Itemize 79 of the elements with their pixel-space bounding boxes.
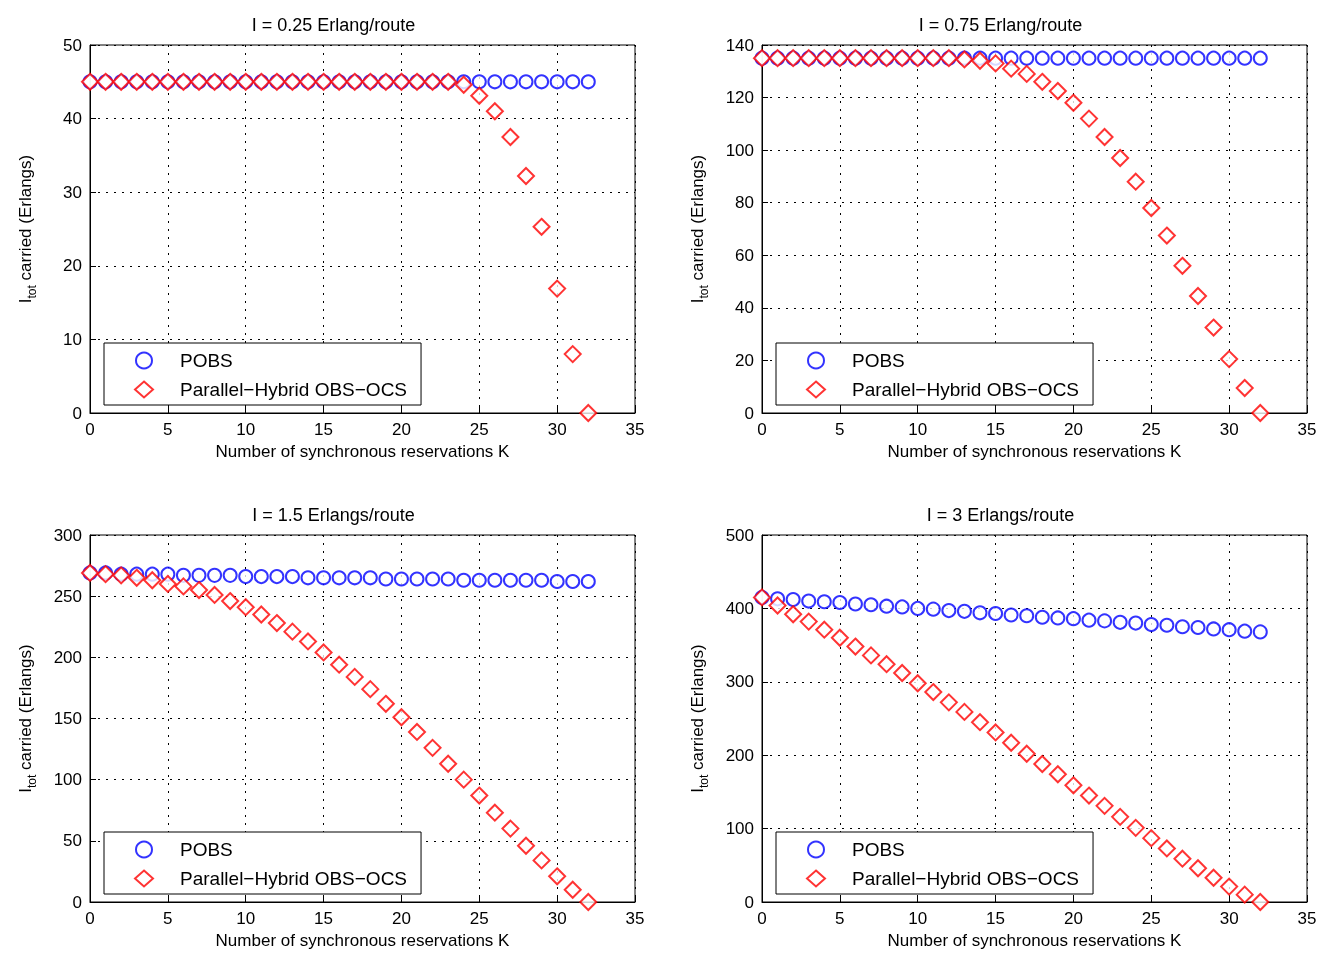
legend-label: Parallel−Hybrid OBS−OCS <box>852 379 1080 400</box>
x-tick-label: 20 <box>391 420 411 439</box>
x-tick-label: 5 <box>163 909 173 928</box>
chart-title: I = 1.5 Erlangs/route <box>252 505 415 525</box>
x-tick-label: 35 <box>625 420 645 439</box>
x-tick-label: 5 <box>835 909 845 928</box>
legend-label: POBS <box>180 350 233 371</box>
x-tick-label: 5 <box>835 420 845 439</box>
y-tick-label: 10 <box>63 329 82 349</box>
x-tick-label: 0 <box>85 909 95 928</box>
x-tick-label: 30 <box>547 420 567 439</box>
x-tick-label: 25 <box>469 420 489 439</box>
y-tick-label: 80 <box>735 193 754 213</box>
x-axis-title: Number of synchronous reservations K <box>215 441 511 461</box>
y-tick-label: 100 <box>725 140 754 160</box>
y-tick-label: 50 <box>63 831 82 851</box>
x-axis-title: Number of synchronous reservations K <box>887 930 1183 950</box>
legend-label: Parallel−Hybrid OBS−OCS <box>852 868 1080 889</box>
legend-label: POBS <box>180 839 233 860</box>
y-tick-label: 500 <box>725 525 754 545</box>
chart-title: I = 0.75 Erlang/route <box>918 15 1083 35</box>
y-tick-label: 0 <box>72 403 82 423</box>
x-tick-label: 20 <box>1063 420 1083 439</box>
y-tick-label: 20 <box>735 350 754 370</box>
x-tick-label: 35 <box>1297 420 1317 439</box>
y-tick-label: 200 <box>53 647 82 667</box>
y-tick-label: 20 <box>63 256 82 276</box>
x-tick-label: 0 <box>757 420 767 439</box>
legend-label: POBS <box>852 350 905 371</box>
y-axis-title: Itot carried (Erlangs) <box>687 644 711 793</box>
y-tick-label: 100 <box>53 770 82 790</box>
chart-title: I = 0.25 Erlang/route <box>251 15 416 35</box>
y-tick-label: 30 <box>63 182 82 202</box>
y-tick-label: 250 <box>53 586 82 606</box>
y-tick-label: 0 <box>744 403 754 423</box>
legend-label: Parallel−Hybrid OBS−OCS <box>180 868 408 889</box>
y-tick-label: 400 <box>725 598 754 618</box>
x-axis-title: Number of synchronous reservations K <box>887 441 1183 461</box>
x-tick-label: 35 <box>625 909 645 928</box>
x-tick-label: 10 <box>908 420 928 439</box>
x-tick-label: 25 <box>469 909 489 928</box>
x-tick-label: 0 <box>85 420 95 439</box>
x-tick-label: 25 <box>1141 909 1161 928</box>
x-tick-label: 30 <box>1219 420 1239 439</box>
y-tick-label: 50 <box>63 35 82 55</box>
y-tick-label: 60 <box>735 245 754 265</box>
y-tick-label: 200 <box>725 745 754 765</box>
y-axis-title: Itot carried (Erlangs) <box>687 154 711 304</box>
x-tick-label: 15 <box>986 420 1006 439</box>
x-tick-label: 30 <box>547 909 567 928</box>
y-tick-label: 300 <box>53 525 82 545</box>
x-tick-label: 15 <box>314 420 334 439</box>
chart-title: I = 3 Erlangs/route <box>926 505 1075 525</box>
x-tick-label: 5 <box>163 420 173 439</box>
y-tick-label: 120 <box>725 88 754 108</box>
y-tick-label: 0 <box>744 892 754 912</box>
x-tick-label: 25 <box>1141 420 1161 439</box>
y-tick-label: 40 <box>735 298 754 318</box>
x-tick-label: 35 <box>1297 909 1317 928</box>
y-tick-label: 0 <box>72 892 82 912</box>
x-tick-label: 0 <box>757 909 767 928</box>
y-tick-label: 150 <box>53 709 82 728</box>
x-tick-label: 20 <box>1063 909 1083 928</box>
y-axis-title: Itot carried (Erlangs) <box>15 154 39 304</box>
x-tick-label: 30 <box>1219 909 1239 928</box>
legend-label: Parallel−Hybrid OBS−OCS <box>180 379 408 400</box>
x-tick-label: 10 <box>908 909 928 928</box>
x-tick-label: 20 <box>391 909 411 928</box>
y-tick-label: 140 <box>725 35 754 55</box>
y-tick-label: 40 <box>63 109 82 129</box>
x-tick-label: 15 <box>986 909 1006 928</box>
y-tick-label: 100 <box>725 819 754 839</box>
y-axis-title: Itot carried (Erlangs) <box>15 644 39 793</box>
x-tick-label: 10 <box>236 909 256 928</box>
x-tick-label: 10 <box>236 420 256 439</box>
x-tick-label: 15 <box>314 909 334 928</box>
y-tick-label: 300 <box>725 672 754 692</box>
x-axis-title: Number of synchronous reservations K <box>215 930 511 950</box>
legend-label: POBS <box>852 839 905 860</box>
